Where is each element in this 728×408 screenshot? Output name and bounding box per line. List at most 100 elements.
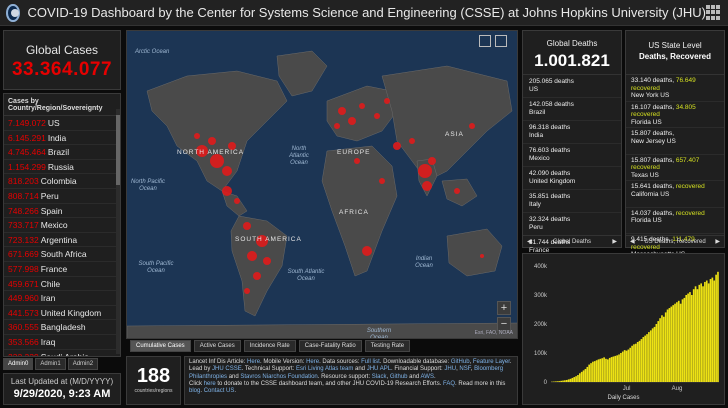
daily-cases-bar[interactable] [580, 371, 583, 382]
esri-link[interactable]: Esri Living Atlas team [295, 366, 354, 373]
death-row[interactable]: 32.324 deaths Peru [523, 213, 621, 236]
daily-cases-bar[interactable] [625, 350, 628, 382]
state-row[interactable]: 14.037 deaths, recovered Florida US [626, 208, 724, 234]
daily-cases-bar[interactable] [689, 292, 691, 382]
daily-cases-bar[interactable] [569, 378, 572, 382]
country-row[interactable]: 7.149.072 US [4, 116, 120, 131]
country-row[interactable]: 818.203 Colombia [4, 174, 120, 189]
daily-cases-bar[interactable] [648, 332, 650, 382]
jhu-csse-link[interactable]: JHU CSSE [212, 366, 242, 373]
daily-cases-bar[interactable] [709, 279, 712, 382]
daily-cases-bar[interactable] [584, 368, 587, 382]
daily-cases-bar[interactable] [651, 328, 654, 382]
daily-cases-bar[interactable] [681, 299, 684, 382]
daily-cases-bar[interactable] [696, 289, 699, 382]
daily-cases-bar[interactable] [610, 357, 613, 382]
daily-cases-bar[interactable] [691, 295, 693, 382]
daily-cases-bar[interactable] [676, 302, 678, 382]
next-arrow-icon[interactable]: ▶ [612, 239, 617, 245]
daily-cases-bar[interactable] [618, 354, 620, 382]
daily-cases-bar[interactable] [666, 309, 669, 383]
daily-cases-bar[interactable] [711, 277, 714, 382]
faq-link[interactable]: FAQ [443, 380, 456, 387]
daily-cases-bar[interactable] [582, 370, 585, 382]
daily-cases-bar[interactable] [715, 274, 717, 382]
tab-cumulative-cases[interactable]: Cumulative Cases [130, 340, 191, 352]
daily-cases-bar[interactable] [614, 355, 617, 382]
daily-cases-bar[interactable] [694, 286, 697, 382]
country-list-scrollbar[interactable] [116, 109, 120, 354]
death-row[interactable]: 205.065 deaths US [523, 75, 621, 98]
country-row[interactable]: 733.717 Mexico [4, 218, 120, 233]
daily-cases-bar[interactable] [698, 284, 701, 382]
donate-link[interactable]: here [203, 380, 216, 387]
daily-cases-bar[interactable] [635, 343, 637, 382]
country-row[interactable]: 360.555 Bangladesh [4, 320, 120, 335]
daily-cases-bar[interactable] [677, 300, 680, 382]
daily-cases-bar[interactable] [620, 353, 622, 382]
niarchos-link[interactable]: Stavros Niarchos Foundation [240, 373, 318, 380]
jhu-link[interactable]: JHU [444, 366, 457, 373]
github-link[interactable]: GitHub [450, 359, 470, 365]
daily-cases-bar[interactable] [603, 357, 605, 382]
daily-cases-bar[interactable] [668, 308, 671, 382]
daily-cases-bar[interactable] [577, 375, 579, 382]
basemap-icon[interactable] [479, 35, 491, 47]
country-row[interactable]: 353.566 Iraq [4, 335, 120, 350]
daily-cases-bar[interactable] [646, 334, 648, 382]
daily-cases-bar[interactable] [597, 359, 600, 382]
country-row[interactable]: 4.745.464 Brazil [4, 145, 120, 160]
apps-grid-icon[interactable] [706, 4, 720, 21]
daily-cases-bar[interactable] [588, 364, 590, 382]
world-map[interactable]: Arctic Ocean North Pacific Ocean North A… [126, 30, 518, 339]
daily-cases-bar[interactable] [571, 377, 574, 382]
daily-cases-bar[interactable] [670, 306, 673, 382]
tab-case-fatality-ratio[interactable]: Case-Fatality Ratio [298, 340, 362, 352]
daily-cases-bar[interactable] [629, 347, 632, 382]
daily-cases-bar[interactable] [636, 341, 639, 382]
nsf-link[interactable]: NSF [459, 366, 471, 373]
mobile-version-link[interactable]: Here [306, 359, 320, 365]
prev-arrow-icon[interactable]: ◀ [527, 239, 532, 245]
death-row[interactable]: 96.318 deaths India [523, 121, 621, 144]
daily-cases-bar[interactable] [705, 280, 708, 383]
daily-cases-bar[interactable] [679, 303, 682, 382]
daily-cases-bar[interactable] [601, 358, 604, 382]
daily-cases-bar[interactable] [702, 286, 704, 382]
country-row[interactable]: 6.145.291 India [4, 131, 120, 146]
daily-cases-bar[interactable] [567, 379, 570, 382]
daily-cases-bar[interactable] [640, 339, 643, 382]
daily-cases-bar[interactable] [687, 293, 689, 382]
jhu-apl-link[interactable]: JHU APL [366, 366, 392, 373]
death-row[interactable]: 42.090 deaths United Kingdom [523, 167, 621, 190]
country-row[interactable]: 1.154.299 Russia [4, 160, 120, 175]
daily-cases-bar[interactable] [672, 305, 674, 382]
state-row[interactable]: 16.107 deaths, 34.805 recovered Florida U… [626, 102, 724, 128]
country-row[interactable]: 748.266 Spain [4, 204, 120, 219]
country-row[interactable]: 332.329 Saudi Arabia [4, 350, 120, 357]
tab-admin2[interactable]: Admin2 [67, 358, 99, 370]
aws-link[interactable]: AWS [420, 373, 434, 380]
next-arrow-icon[interactable]: ▶ [715, 239, 720, 245]
slack-link[interactable]: Slack [371, 373, 387, 380]
daily-cases-bar[interactable] [592, 361, 594, 382]
daily-cases-bar[interactable] [595, 360, 598, 382]
state-row[interactable]: 15.807 deaths, 657.407 recovered Texas US [626, 155, 724, 181]
fullscreen-icon[interactable] [495, 35, 507, 47]
daily-cases-bar[interactable] [638, 340, 641, 382]
tab-active-cases[interactable]: Active Cases [193, 340, 241, 352]
blog-link[interactable]: blog [189, 388, 201, 395]
state-row[interactable]: 15.641 deaths, recovered California US [626, 181, 724, 208]
daily-cases-bar[interactable] [605, 358, 607, 382]
daily-cases-bar[interactable] [659, 318, 661, 382]
state-row[interactable]: 33.140 deaths, 76.649 recovered New York … [626, 75, 724, 102]
death-row[interactable]: 35.851 deaths Italy [523, 190, 621, 213]
daily-cases-bar[interactable] [564, 380, 566, 382]
prev-arrow-icon[interactable]: ◀ [630, 239, 635, 245]
daily-cases-bar[interactable] [642, 337, 645, 382]
zoom-in-button[interactable]: + [497, 301, 511, 315]
country-row[interactable]: 441.573 United Kingdom [4, 306, 120, 321]
tab-testing-rate[interactable]: Testing Rate [364, 340, 411, 352]
lancet-link[interactable]: Here [247, 359, 261, 365]
daily-cases-bar[interactable] [717, 271, 719, 382]
